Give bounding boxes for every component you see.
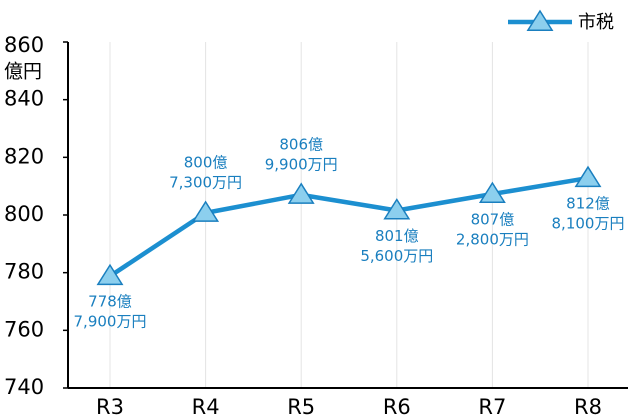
legend-marker — [526, 9, 554, 31]
value-label: 5,600万円 — [360, 247, 433, 265]
marker — [96, 263, 124, 286]
value-label: 800億 — [184, 153, 228, 171]
marker — [192, 200, 220, 222]
marker — [574, 165, 602, 188]
x-tick-label: R8 — [574, 395, 602, 419]
value-label: 806億 — [279, 135, 323, 153]
value-label: 801億 — [375, 227, 419, 245]
y-tick-label: 800 — [4, 202, 44, 226]
series-line — [108, 175, 589, 279]
y-tick-label: 760 — [4, 317, 44, 341]
marker — [478, 181, 506, 204]
value-label: 7,300万円 — [169, 173, 242, 191]
y-tick-label: 780 — [4, 260, 44, 284]
x-tick-label: R7 — [478, 395, 506, 419]
y-tick-label: 860 — [4, 33, 44, 57]
value-label: 7,900万円 — [74, 313, 147, 331]
legend-label: 市税 — [578, 12, 614, 33]
marker — [383, 198, 411, 220]
y-tick-label: 740 — [4, 375, 44, 399]
value-label: 778億 — [88, 293, 132, 311]
marker — [287, 182, 315, 204]
x-tick-label: R4 — [192, 395, 220, 419]
x-tick-label: R6 — [383, 395, 411, 419]
value-label: 2,800万円 — [456, 231, 529, 249]
y-tick-label: 840 — [4, 87, 44, 111]
value-label: 9,900万円 — [265, 155, 338, 173]
y-tick-label: 820 — [4, 144, 44, 168]
x-tick-label: R5 — [287, 395, 315, 419]
value-label: 8,100万円 — [552, 215, 625, 233]
y-axis-label: 億円 — [4, 61, 42, 83]
value-label: 812億 — [566, 195, 610, 213]
x-tick-label: R3 — [96, 395, 124, 419]
value-label: 807億 — [471, 211, 515, 229]
